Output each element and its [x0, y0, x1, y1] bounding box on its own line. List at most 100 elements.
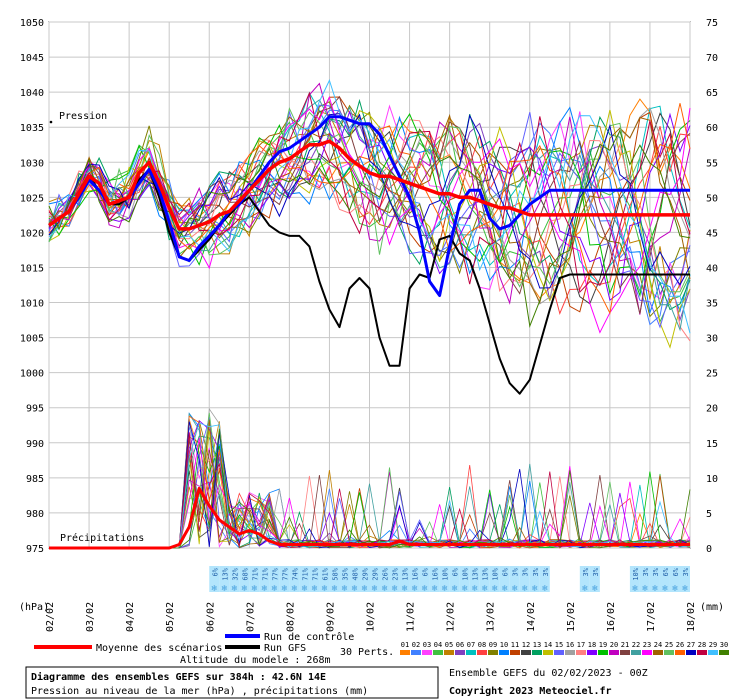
x-tick: 11/02 — [406, 602, 417, 632]
prob-cell — [409, 566, 420, 592]
pert-legend-swatch — [708, 650, 718, 655]
snow-icon: ❄ — [272, 584, 278, 594]
prob-cell — [469, 566, 480, 592]
prob-label: 13% — [482, 567, 490, 580]
prob-label: 32% — [231, 567, 239, 580]
x-tick: 06/02 — [205, 602, 216, 632]
prob-label: 23% — [392, 567, 400, 580]
y-left-tick: 1045 — [20, 53, 44, 64]
y-right-tick: 20 — [706, 404, 718, 415]
prob-cell — [239, 566, 250, 592]
prob-cell — [439, 566, 450, 592]
prob-cell — [339, 566, 350, 592]
y-right-tick: 55 — [706, 158, 718, 169]
mean-line — [47, 139, 690, 231]
pert-legend-label: 11 — [511, 641, 519, 649]
snow-icon: ❄ — [342, 584, 348, 594]
prob-cell — [669, 566, 680, 592]
prob-cell — [429, 566, 440, 592]
prob-cell — [519, 566, 530, 592]
pressure-label-marker — [49, 120, 53, 124]
pert-legend-label: 01 — [401, 641, 409, 649]
pert-legend-swatch — [664, 650, 674, 655]
precip-probability-strip: 6%❄13%❄32%❄68%❄71%❄71%❄77%❄77%❄74%❄71%❄7… — [209, 566, 690, 594]
prob-cell — [349, 566, 360, 592]
y-left-tick: 1035 — [20, 123, 44, 134]
x-tick: 04/02 — [125, 602, 136, 632]
right-unit: (mm) — [700, 602, 724, 613]
pert-legend-swatch — [609, 650, 619, 655]
pert-legend-swatch — [587, 650, 597, 655]
y-right-tick: 0 — [706, 544, 712, 555]
axes: 1050104510401035103010251020101510101005… — [20, 18, 718, 632]
pert-line — [48, 95, 691, 334]
chart-title: Diagramme des ensembles GEFS sur 384h : … — [31, 671, 326, 683]
legend-gfs-label: Run GFS — [264, 643, 306, 654]
pert-legend-swatch — [719, 650, 729, 655]
prob-label: 13% — [402, 567, 410, 580]
prob-label: 26% — [382, 567, 390, 580]
pert-legend-label: 17 — [577, 641, 585, 649]
prob-label: 71% — [261, 567, 269, 580]
prob-cell — [319, 566, 330, 592]
perts-label: 30 Perts. — [340, 647, 394, 658]
snow-icon: ❄ — [662, 584, 668, 594]
prob-label: 10% — [632, 567, 640, 580]
gfs-line — [48, 168, 690, 395]
y-left-tick: 1040 — [20, 88, 44, 99]
pert-legend-swatch — [477, 650, 487, 655]
y-right-tick: 50 — [706, 193, 718, 204]
snow-icon: ❄ — [232, 584, 238, 594]
prob-cell — [269, 566, 280, 592]
pert-legend-label: 28 — [698, 641, 706, 649]
prob-label: 6% — [502, 567, 510, 576]
prob-cell — [679, 566, 690, 592]
pert-legend-swatch — [444, 650, 454, 655]
x-tick: 17/02 — [646, 602, 657, 632]
prob-cell — [449, 566, 460, 592]
y-right-tick: 35 — [706, 299, 718, 310]
pert-legend-label: 22 — [632, 641, 640, 649]
x-tick: 15/02 — [566, 602, 577, 632]
pert-legend-label: 13 — [533, 641, 541, 649]
snow-icon: ❄ — [302, 584, 308, 594]
chart-subtitle: Pression au niveau de la mer (hPa) , pré… — [31, 685, 368, 697]
copyright: Copyright 2023 Meteociel.fr — [449, 685, 612, 697]
y-left-tick: 975 — [26, 544, 44, 555]
prob-label: 3% — [522, 567, 530, 576]
x-tick: 07/02 — [245, 602, 256, 632]
snow-icon: ❄ — [502, 584, 508, 594]
pert-legend-swatch — [554, 650, 564, 655]
prob-label: 6% — [422, 567, 430, 576]
pert-legend-label: 05 — [445, 641, 453, 649]
prob-cell — [249, 566, 260, 592]
snow-icon: ❄ — [632, 584, 638, 594]
x-tick: 05/02 — [165, 602, 176, 632]
prob-cell — [329, 566, 340, 592]
snow-icon: ❄ — [362, 584, 368, 594]
prob-label: 77% — [281, 567, 289, 580]
prob-label: 16% — [412, 567, 420, 580]
pert-legend-swatch — [576, 650, 586, 655]
pert-legend-label: 08 — [478, 641, 486, 649]
prob-cell — [659, 566, 670, 592]
snow-icon: ❄ — [492, 584, 498, 594]
snow-icon: ❄ — [642, 584, 648, 594]
prob-cell — [649, 566, 660, 592]
x-tick: 12/02 — [446, 602, 457, 632]
snow-icon: ❄ — [262, 584, 268, 594]
prob-label: 35% — [341, 567, 349, 580]
prob-cell — [479, 566, 490, 592]
prob-label: 3% — [652, 567, 660, 576]
y-right-tick: 30 — [706, 334, 718, 345]
y-left-tick: 1020 — [20, 228, 44, 239]
prob-cell — [459, 566, 470, 592]
snow-icon: ❄ — [292, 584, 298, 594]
prob-label: 13% — [221, 567, 229, 580]
pert-legend-swatch — [675, 650, 685, 655]
prob-cell — [309, 566, 320, 592]
precip-label: Précipitations — [60, 532, 144, 544]
prob-cell — [489, 566, 500, 592]
snow-icon: ❄ — [212, 584, 218, 594]
